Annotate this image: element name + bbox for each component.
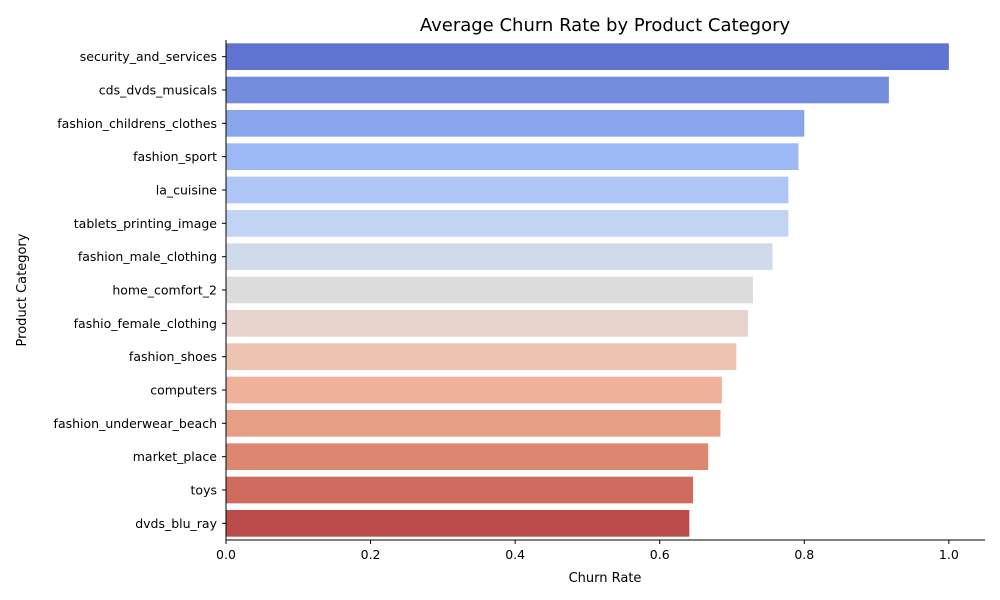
bar-tablets-printing-image (226, 210, 789, 237)
y-tick-label: security_and_services (80, 49, 217, 64)
bar-dvds-blu-ray (226, 510, 690, 537)
chart-title: Average Churn Rate by Product Category (420, 15, 791, 36)
y-axis-label: Product Category (15, 233, 30, 346)
y-tick-label: la_cuisine (156, 183, 218, 198)
bar-fashion-underwear-beach (226, 410, 721, 437)
bar-fashio-female-clothing (226, 310, 748, 337)
ticks-layer: security_and_services cds_dvds_musicalsfa… (54, 49, 959, 562)
bar-fashion-sport (226, 143, 799, 170)
y-tick-label: fashion_childrens_clothes (57, 116, 217, 131)
bars-layer (226, 43, 949, 537)
y-tick-label: fashio_female_clothing (74, 316, 217, 331)
y-tick-label: market_place (133, 449, 218, 464)
y-tick-label: fashion_shoes (129, 349, 217, 364)
x-tick-label: 0.0 (216, 547, 236, 562)
x-tick-label: 0.2 (361, 547, 381, 562)
bar-computers (226, 376, 722, 404)
bar-fashion-male-clothing (226, 243, 773, 270)
bar-la-cuisine (226, 176, 789, 204)
bar-home-comfort-2 (226, 276, 753, 304)
y-tick-label: computers (150, 383, 217, 398)
bar-cds-dvds-musicals (226, 76, 889, 104)
x-axis-label: Churn Rate (569, 571, 642, 586)
bar-fashion-childrens-clothes (226, 110, 805, 137)
x-tick-label: 0.8 (794, 547, 814, 562)
x-tick-label: 0.6 (650, 547, 670, 562)
bar-security-and-services (226, 43, 949, 70)
x-tick-label: 1.0 (939, 547, 959, 562)
bar-fashion-shoes (226, 343, 737, 370)
y-tick-label: cds_dvds_musicals (99, 83, 217, 98)
y-tick-label: toys (191, 483, 217, 498)
y-tick-label: home_comfort_2 (112, 283, 217, 298)
y-tick-label: dvds_blu_ray (135, 516, 217, 531)
y-tick-label: fashion_underwear_beach (54, 416, 217, 431)
y-tick-label: fashion_sport (133, 149, 217, 164)
axes-layer (225, 40, 985, 541)
x-tick-label: 0.4 (505, 547, 525, 562)
y-tick-label: tablets_printing_image (74, 216, 218, 231)
bar-market-place (226, 443, 709, 470)
y-tick-label: fashion_male_clothing (78, 249, 217, 264)
bar-toys (226, 476, 693, 504)
